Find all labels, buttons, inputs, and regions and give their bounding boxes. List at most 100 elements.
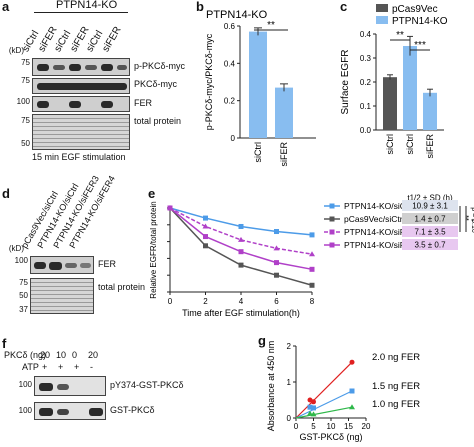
kd-marker: 50 [19, 291, 28, 300]
x-tick-label: siCtrl [253, 142, 263, 163]
data-point [238, 236, 244, 242]
blot-band [37, 101, 49, 108]
blot-band [57, 384, 69, 390]
panel-a-label: a [2, 0, 10, 14]
p-value: p = 0.16 [470, 207, 474, 233]
x-tick-label: 4 [239, 297, 244, 306]
chart-e: 0 2 4 6 8 Time after EGF stimulation(h) Relati… [149, 194, 474, 318]
blot-band [101, 101, 113, 108]
y-tick-label: 0.4 [360, 30, 372, 39]
y-axis-label: Relative EGFR/total protein [149, 201, 158, 298]
atp-value: + [58, 362, 64, 372]
x-tick-label: 0 [168, 297, 173, 306]
kd-marker: 100 [16, 97, 30, 106]
bar [275, 87, 293, 138]
panel-a-footer: 15 min EGF stimulation [32, 152, 126, 162]
legend-label: pCas9Vec/siCtrl [344, 214, 405, 224]
data-point [203, 243, 208, 249]
data-point [307, 410, 313, 416]
y-tick-label: 0 [231, 134, 236, 143]
atp-value: + [42, 362, 48, 372]
data-point [274, 272, 279, 278]
y-tick-label: 0.2 [360, 78, 372, 87]
row-label-gst-pkc: GST-PKCδ [110, 405, 155, 415]
data-point [274, 229, 279, 235]
data-point [167, 205, 173, 211]
table-cell [402, 213, 458, 224]
lane-label: siFER [100, 24, 124, 54]
pkc-value: 0 [72, 350, 78, 360]
table-cell [402, 200, 458, 211]
panel-d-label: d [2, 186, 10, 201]
bar [249, 31, 267, 139]
x-tick-label: 10 [327, 422, 336, 431]
blot-band [37, 64, 49, 71]
significance: *** [414, 40, 426, 51]
blot-py374 [34, 376, 106, 396]
atp-value: - [90, 362, 93, 372]
y-axis-label: p-PKCδ-myc/PKCδ-myc [204, 33, 214, 130]
panel-a-header-line [34, 12, 128, 13]
legend-swatch [376, 4, 388, 12]
blot-band [34, 262, 46, 269]
series-label: 1.5 ng FER [372, 381, 420, 392]
x-tick-label: siFER [425, 134, 435, 159]
pkc-value: 10 [56, 350, 67, 360]
data-point [311, 405, 316, 411]
kd-marker: 100 [18, 380, 32, 389]
legend-label: pCas9Vec [392, 4, 438, 15]
row-label-p-pkc: p-PKCδ-myc [134, 61, 186, 71]
blot-band [85, 65, 97, 70]
data-point [309, 282, 315, 288]
legend-label: PTPN14-KO/siCtrl [344, 201, 413, 211]
table-value: 3.5 ± 0.7 [414, 241, 446, 250]
y-axis-label: Absorbance at 450 nm [266, 341, 276, 432]
blot-p-pkc [32, 58, 130, 76]
data-point [202, 223, 209, 229]
pkc-value: 20 [88, 350, 99, 360]
data-point [203, 234, 208, 240]
row-label-total-protein: total protein [134, 116, 182, 126]
x-tick-label: siCtrl [385, 134, 395, 155]
x-tick-label: siFER [279, 142, 289, 167]
blot-band [69, 101, 81, 108]
panel-e-label: e [148, 186, 156, 201]
data-point [238, 223, 244, 229]
legend-marker [329, 229, 335, 235]
x-axis-label: Time after EGF stimulation(h) [182, 308, 300, 318]
panel-d-kd-unit: (kD) [8, 244, 24, 253]
panel-f-label: f [2, 336, 7, 351]
table-value: 1.4 ± 0.7 [414, 215, 446, 224]
kd-marker: 100 [14, 256, 28, 265]
legend-marker [329, 242, 335, 248]
panel-c-label: c [340, 0, 348, 14]
y-axis-label: Surface EGFR [340, 49, 351, 114]
panel-a-header: PTPN14-KO [56, 0, 118, 11]
data-point [273, 245, 280, 251]
data-point [349, 404, 355, 410]
data-point [349, 359, 355, 365]
series-line [169, 207, 313, 255]
legend-label: PTPN14-KO/siFER3 [344, 227, 422, 237]
series-label: 1.0 ng FER [372, 399, 420, 410]
series-label: 2.0 ng FER [372, 352, 420, 363]
significance: ** [267, 20, 275, 31]
y-tick-label: 0.4 [224, 59, 236, 68]
kd-marker: 75 [21, 76, 30, 85]
kd-marker: 75 [19, 278, 28, 287]
blot-band [101, 64, 113, 71]
blot-d-total-protein [30, 278, 94, 314]
x-axis-label: GST-PKCδ (ng) [299, 432, 362, 442]
x-tick-label: 0 [294, 422, 299, 431]
data-point [310, 411, 317, 417]
legend-label: PTPN14-KO/siFER4 [344, 240, 422, 250]
x-tick-label: 20 [362, 422, 371, 431]
row-label-d-total-protein: total protein [98, 282, 146, 292]
data-point [274, 260, 279, 266]
blot-band [37, 83, 127, 90]
data-point [309, 232, 315, 238]
blot-band [117, 65, 127, 70]
data-point [311, 399, 316, 405]
